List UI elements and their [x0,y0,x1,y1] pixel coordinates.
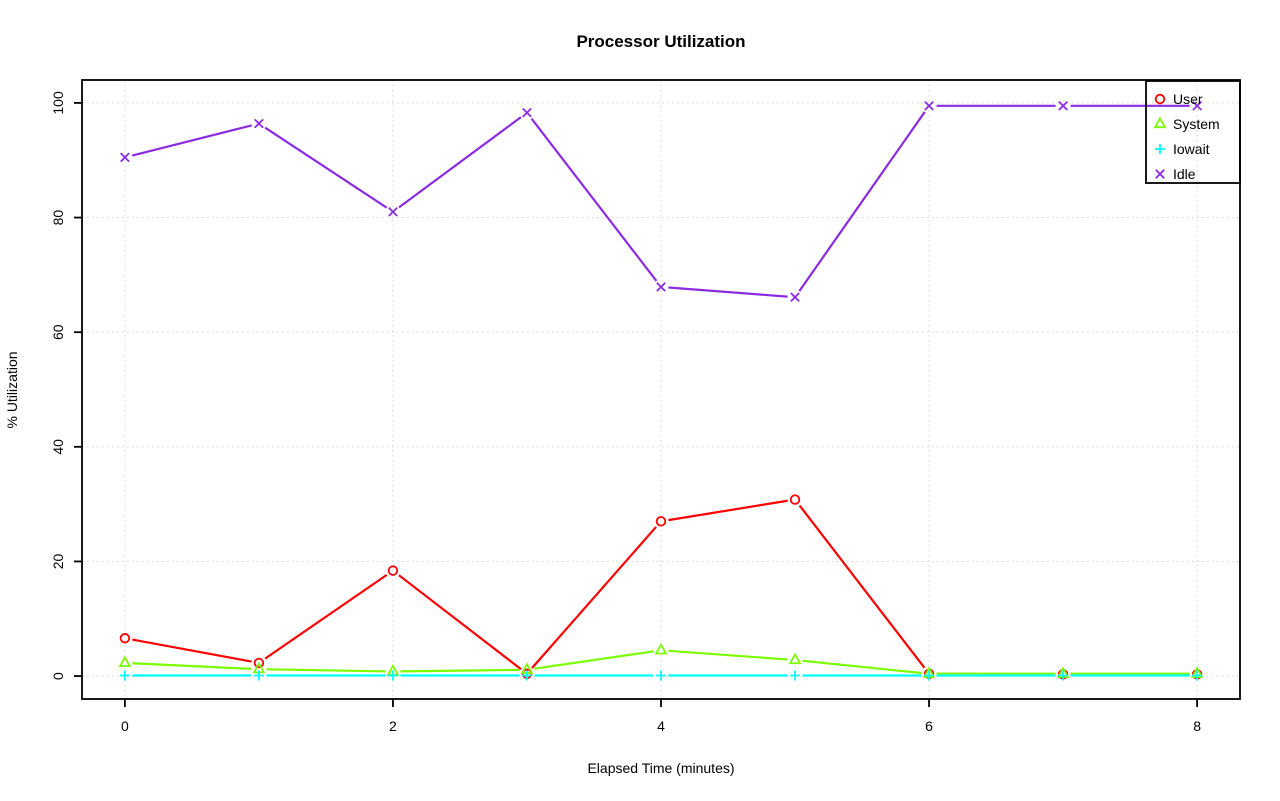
series-system [118,642,1204,678]
series-system-segment [802,659,922,675]
series-idle-segment [264,126,388,209]
series-iowait-marker [253,670,264,681]
legend-label: Iowait [1173,141,1210,157]
triangle-icon [1153,116,1167,129]
series-idle [120,100,1202,303]
series-idle-marker [254,118,264,129]
series-iowait-marker [1058,670,1069,681]
y-tick-label: 40 [50,439,66,455]
series-iowait-marker [656,670,666,681]
series-system-segment [534,650,654,670]
y-axis-label: % Utilization [4,351,20,428]
series-iowait [119,670,1203,681]
plus-icon [1155,144,1165,154]
series-idle-segment [798,111,926,292]
legend-box [1145,80,1241,184]
x-icon [1155,169,1165,179]
series-user-segment [798,504,926,669]
series-user-marker [119,633,131,644]
series-iowait-marker [1192,670,1203,681]
series-system-segment [668,649,788,661]
data-series [118,100,1204,681]
legend-item-iowait: Iowait [1155,141,1210,157]
y-tick-label: 60 [50,324,66,340]
series-user-segment [132,638,252,663]
series-idle-segment [131,124,252,157]
series-user-marker [387,565,399,576]
series-idle-marker [924,100,934,111]
series-user-segment [264,573,388,660]
circle-icon [1154,93,1166,105]
legend: User System Iowait Idle [1145,80,1241,184]
series-user-marker [655,516,667,527]
legend-item-system: System [1153,116,1220,132]
series-iowait-marker [521,670,532,681]
x-tick-label: 2 [389,718,397,734]
x-tick-label: 0 [121,718,129,734]
series-idle-marker [656,282,666,292]
series-user-segment [668,499,788,522]
series-user-marker [253,657,265,669]
series-iowait-marker [387,670,398,681]
series-user-marker [789,494,801,505]
series-user-segment [531,526,657,669]
series-iowait-marker [924,670,935,681]
series-idle-marker [1058,100,1068,111]
x-tick-label: 4 [657,718,665,734]
x-tick-label: 6 [925,718,933,734]
y-tick-label: 100 [50,91,66,115]
series-idle-segment [530,117,658,282]
series-system-segment [132,662,252,670]
y-tick-label: 80 [50,210,66,226]
legend-label: Idle [1173,166,1196,182]
series-system-marker [118,655,132,667]
series-system-segment [400,668,520,673]
series-iowait-marker [790,670,801,681]
series-system-segment [266,668,386,673]
series-user-segment [398,574,522,671]
legend-item-user: User [1154,91,1203,107]
series-system-marker [654,642,668,655]
series-idle-marker [388,206,398,217]
legend-item-idle: Idle [1155,166,1196,182]
x-tick-label: 8 [1193,718,1201,734]
series-system-marker [788,652,802,665]
y-tick-label: 20 [50,553,66,569]
y-tick-label: 0 [50,672,66,680]
series-idle-marker [120,152,130,163]
series-iowait-marker [119,670,130,681]
grid-lines [82,80,1240,699]
series-idle-marker [522,107,532,118]
series-idle-segment [668,286,788,298]
chart-title: Processor Utilization [576,32,745,51]
x-axis-label: Elapsed Time (minutes) [587,760,734,776]
series-idle-marker [790,292,800,303]
series-idle-marker [1192,100,1202,111]
legend-label: System [1173,116,1220,132]
legend-label: User [1173,91,1203,107]
series-idle-segment [398,116,522,209]
